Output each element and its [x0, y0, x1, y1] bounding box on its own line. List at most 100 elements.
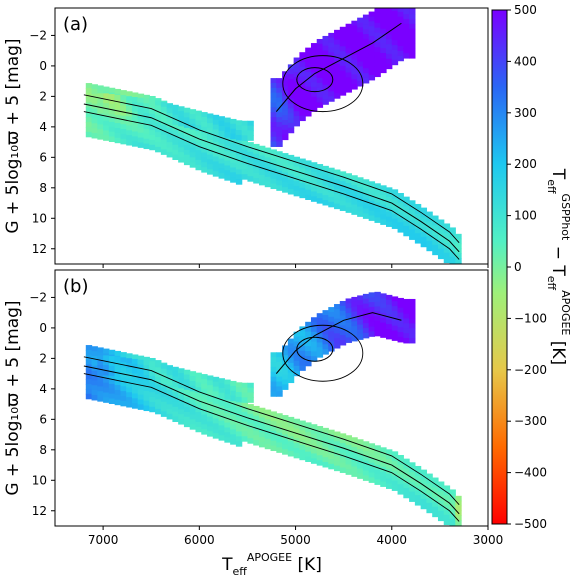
- heatmap-cell-396: [235, 134, 243, 141]
- heatmap-cell-861: [374, 66, 381, 73]
- heatmap-cell-540: [299, 336, 306, 342]
- heatmap-cell-404: [241, 174, 249, 180]
- heatmap-cell-898: [386, 24, 393, 31]
- heatmap-cell-730: [362, 318, 370, 324]
- heatmap-cell-992: [409, 43, 416, 49]
- heatmap-cell-90: [120, 129, 127, 135]
- heatmap-cell-319: [207, 118, 214, 124]
- heatmap-cell-686: [351, 451, 358, 458]
- heatmap-cell-254: [183, 407, 191, 413]
- heatmap-cell-617: [310, 91, 318, 98]
- heatmap-cell-231: [172, 119, 179, 125]
- heatmap-cell-525: [287, 93, 295, 100]
- heatmap-cell-882: [420, 489, 428, 495]
- heatmap-cell-29: [97, 381, 104, 388]
- heatmap-cell-1024: [432, 239, 439, 246]
- heatmap-cell-924: [391, 40, 399, 46]
- heatmap-cell-678: [345, 317, 352, 324]
- heatmap-cell-88: [120, 119, 127, 125]
- heatmap-cell-984: [409, 8, 416, 10]
- heatmap-cell-899: [386, 29, 393, 36]
- heatmap-cell-535: [299, 444, 306, 451]
- heatmap-cell-540: [293, 190, 301, 197]
- heatmap-cell-536: [299, 449, 306, 456]
- heatmap-cell-210: [166, 404, 173, 410]
- heatmap-cell-662: [322, 89, 329, 96]
- heatmap-cell-213: [166, 365, 173, 371]
- heatmap-cell-1005: [420, 217, 428, 223]
- heatmap-cell-272: [189, 162, 197, 168]
- heatmap-cell-491: [282, 364, 289, 371]
- heatmap-cell-396: [235, 396, 243, 403]
- heatmap-cell-643: [322, 165, 329, 172]
- heatmap-cell-876: [414, 495, 422, 501]
- heatmap-cell-506: [287, 348, 295, 354]
- heatmap-cell-573: [299, 100, 306, 107]
- heatmap-cell-485: [276, 126, 283, 133]
- heatmap-cell-469: [276, 447, 283, 453]
- heatmap-cell-670: [328, 192, 335, 198]
- heatmap-cell-414: [247, 166, 254, 172]
- heatmap-cell-426: [253, 168, 260, 174]
- heatmap-cell-480: [282, 419, 289, 426]
- heatmap-cell-375: [230, 167, 237, 173]
- heatmap-cell-554: [305, 456, 312, 462]
- heatmap-cell-289: [195, 377, 202, 383]
- colorbar-tick-label-7: −200: [514, 363, 547, 377]
- heatmap-cell-95: [120, 105, 127, 111]
- heatmap-cell-692: [334, 193, 341, 200]
- heatmap-cell-261: [183, 384, 191, 390]
- heatmap-cell-803: [362, 208, 370, 215]
- heatmap-cell-415: [247, 433, 254, 439]
- heatmap-cell-283: [195, 145, 202, 151]
- heatmap-cell-360: [224, 427, 231, 433]
- heatmap-cell-466: [270, 141, 277, 147]
- heatmap-cell-584: [316, 440, 324, 447]
- heatmap-cell-181: [155, 403, 162, 410]
- heatmap-cell-284: [195, 412, 202, 418]
- heatmap-cell-52: [108, 87, 116, 94]
- heatmap-cell-997: [414, 213, 422, 220]
- heatmap-cell-259: [183, 374, 191, 381]
- heatmap-cell-177: [155, 384, 162, 390]
- heatmap-cell-601: [322, 442, 329, 448]
- heatmap-cell-194: [160, 134, 168, 141]
- heatmap-cell-302: [201, 429, 208, 435]
- heatmap-cell-81: [114, 371, 122, 377]
- heatmap-cell-454: [270, 82, 277, 89]
- heatmap-cell-559: [305, 341, 312, 347]
- y-tick-label-7: 12: [32, 504, 47, 518]
- heatmap-cell-534: [293, 161, 301, 168]
- heatmap-cell-806: [391, 470, 399, 477]
- heatmap-cell-120: [131, 393, 139, 399]
- heatmap-cell-42: [103, 110, 110, 117]
- heatmap-cell-391: [235, 174, 243, 180]
- heatmap-cell-765: [351, 40, 358, 46]
- heatmap-cell-677: [345, 313, 352, 319]
- heatmap-cell-51: [103, 107, 110, 114]
- heatmap-cell-359: [224, 160, 231, 167]
- heatmap-cell-509: [282, 129, 289, 136]
- heatmap-cell-118: [131, 121, 139, 128]
- heatmap-cell-757: [374, 474, 381, 481]
- heatmap-cell-776: [380, 293, 387, 299]
- heatmap-cell-826: [368, 215, 376, 221]
- heatmap-cell-649: [322, 195, 329, 201]
- heatmap-cell-916: [392, 1, 398, 6]
- heatmap-cell-548: [293, 91, 301, 98]
- heatmap-cell-688: [351, 461, 358, 468]
- heatmap-cell-127: [137, 355, 145, 362]
- heatmap-cell-948: [397, 45, 404, 52]
- heatmap-cell-426: [253, 430, 260, 436]
- heatmap-cell-658: [322, 70, 329, 76]
- heatmap-cell-696: [351, 321, 358, 327]
- heatmap-cell-639: [334, 465, 341, 472]
- heatmap-cell-61: [108, 393, 116, 400]
- heatmap-cell-826: [397, 489, 404, 495]
- heatmap-cell-32: [97, 396, 104, 402]
- heatmap-cell-721: [339, 46, 347, 52]
- heatmap-cell-772: [351, 74, 358, 80]
- heatmap-cell-773: [380, 471, 387, 478]
